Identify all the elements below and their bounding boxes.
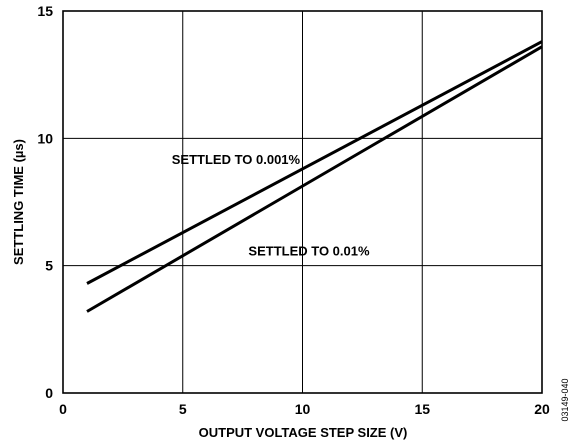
y-tick-label: 15 bbox=[37, 3, 53, 19]
x-tick-label: 20 bbox=[534, 401, 550, 417]
series-line-settled-0001 bbox=[86, 40, 543, 285]
x-tick-label: 10 bbox=[295, 401, 311, 417]
series-line-settled-001 bbox=[86, 45, 543, 313]
grid-lines bbox=[62, 10, 543, 394]
x-tick-label: 0 bbox=[59, 401, 67, 417]
x-axis-label: OUTPUT VOLTAGE STEP SIZE (V) bbox=[199, 425, 408, 440]
x-tick-label: 15 bbox=[414, 401, 430, 417]
series-label-settled-001: SETTLED TO 0.01% bbox=[248, 243, 370, 258]
y-tick-label: 5 bbox=[45, 258, 53, 274]
series-lines bbox=[86, 40, 543, 313]
x-tick-label: 5 bbox=[179, 401, 187, 417]
y-tick-labels: 0 5 10 15 bbox=[37, 3, 53, 401]
x-tick-labels: 0 5 10 15 20 bbox=[59, 401, 550, 417]
series-annotations: SETTLED TO 0.001% SETTLED TO 0.01% bbox=[172, 152, 370, 259]
y-axis-label: SETTLING TIME (µs) bbox=[11, 139, 26, 265]
y-tick-label: 0 bbox=[45, 385, 53, 401]
figure-id: 03149-040 bbox=[560, 378, 570, 421]
y-tick-label: 10 bbox=[37, 130, 53, 146]
plot-frame bbox=[62, 10, 543, 394]
series-label-settled-0001: SETTLED TO 0.001% bbox=[172, 152, 301, 167]
